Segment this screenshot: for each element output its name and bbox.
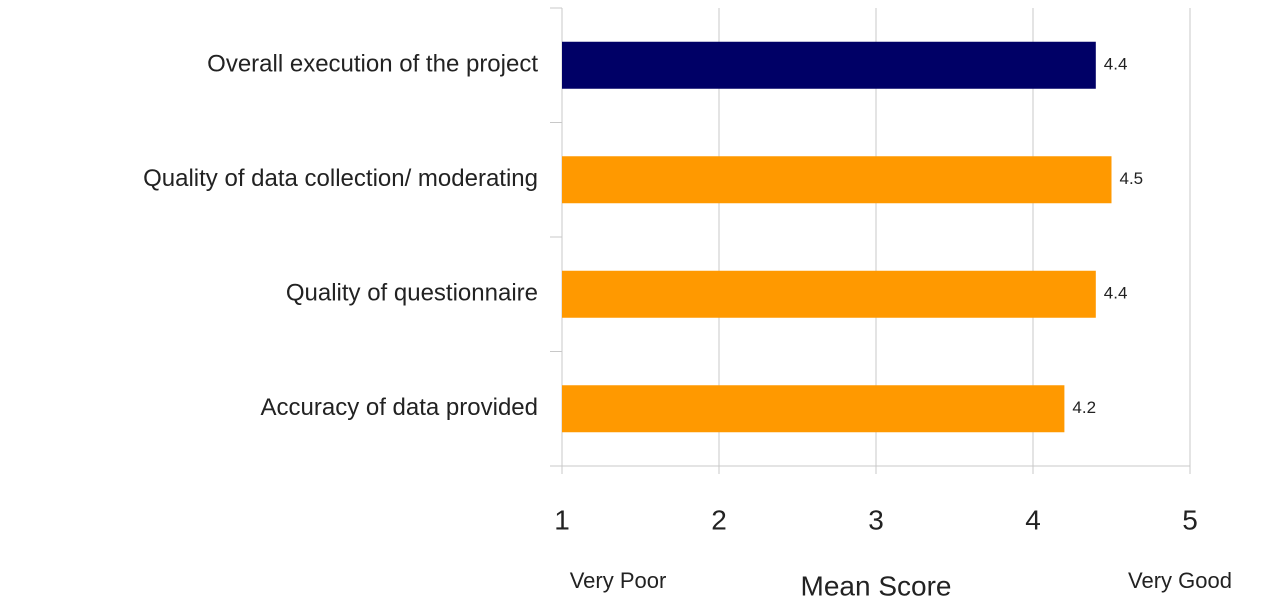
x-axis-label: Mean Score [801, 570, 952, 601]
scale-label-low: Very Poor [570, 568, 667, 593]
x-tick-label: 2 [711, 504, 727, 535]
x-tick-label: 4 [1025, 504, 1041, 535]
bar [562, 156, 1112, 204]
bar [562, 270, 1096, 318]
scale-label-high: Very Good [1128, 568, 1232, 593]
data-label: 4.4 [1104, 55, 1128, 74]
y-tick-label: Accuracy of data provided [261, 394, 539, 421]
data-label: 4.2 [1072, 398, 1096, 417]
y-tick-label: Quality of data collection/ moderating [143, 165, 538, 192]
y-tick-label: Quality of questionnaire [286, 280, 538, 307]
data-label: 4.4 [1104, 284, 1128, 303]
x-tick-label: 5 [1182, 504, 1198, 535]
y-tick-label: Overall execution of the project [207, 51, 538, 78]
x-tick-label: 1 [554, 504, 570, 535]
bar [562, 41, 1096, 89]
bar [562, 385, 1065, 433]
x-tick-label: 3 [868, 504, 884, 535]
data-label: 4.5 [1120, 169, 1144, 188]
